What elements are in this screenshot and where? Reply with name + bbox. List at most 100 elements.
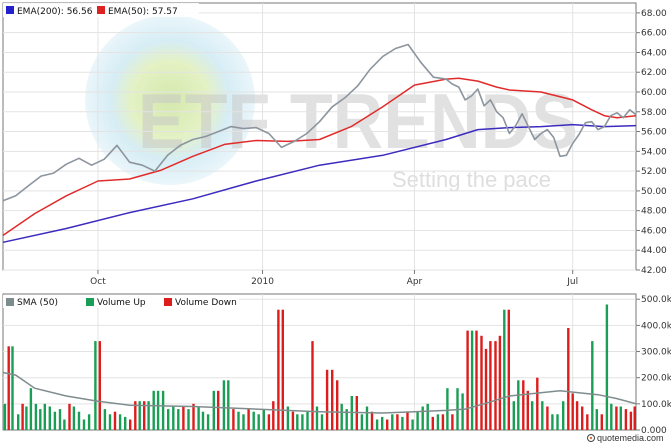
volume-bar-up xyxy=(72,406,76,430)
volume-bar-down xyxy=(281,309,284,430)
volume-y-tick-label: 400.0k xyxy=(641,321,671,331)
legend-swatch-volume-down xyxy=(164,298,172,306)
volume-bar-down xyxy=(192,403,195,430)
price-y-tick-label: 66.00 xyxy=(641,29,667,39)
volume-bar-down xyxy=(466,330,469,430)
volume-bar-down xyxy=(386,419,389,430)
volume-bar-up xyxy=(39,409,42,430)
legend-swatch-ema50 xyxy=(97,6,105,14)
volume-bar-down xyxy=(624,409,628,430)
volume-bar-down xyxy=(600,414,603,430)
volume-bar-up xyxy=(124,416,127,430)
volume-bar-down xyxy=(129,419,132,430)
volume-bar-up xyxy=(53,411,57,430)
volume-bar-up xyxy=(512,401,515,430)
volume-bar-up xyxy=(551,414,554,430)
price-x-tick-label: Jul xyxy=(566,277,578,287)
legend-label-ema200: EMA(200): 56.56 xyxy=(17,7,93,17)
volume-bar-up xyxy=(34,403,38,430)
volume-y-tick-label: 300.0k xyxy=(641,348,671,358)
volume-bar-up xyxy=(340,403,343,430)
legend-label-volume-up: Volume Up xyxy=(97,298,146,308)
price-y-tick-label: 48.00 xyxy=(641,207,667,217)
volume-bar-up xyxy=(416,411,419,430)
volume-bar-down xyxy=(291,411,295,430)
volume-bar-up xyxy=(201,411,205,430)
volume-bar-down xyxy=(277,309,280,430)
volume-bar-up xyxy=(461,393,464,430)
legend-label-sma50: SMA (50) xyxy=(17,298,58,308)
volume-bar-up xyxy=(138,401,141,430)
volume-bar-down xyxy=(522,380,525,430)
volume-bar-down xyxy=(247,409,250,430)
volume-bar-down xyxy=(336,380,339,430)
volume-bar-down xyxy=(331,369,334,430)
volume-bar-down xyxy=(475,330,478,430)
legend-swatch-ema200 xyxy=(6,6,14,14)
price-y-tick-label: 68.00 xyxy=(641,9,667,19)
volume-bar-up xyxy=(161,390,165,430)
price-x-tick-label: Oct xyxy=(90,277,106,287)
volume-bar-up xyxy=(63,419,66,430)
quotemedia-logo-dot xyxy=(589,436,593,440)
volume-bar-up xyxy=(3,403,7,430)
volume-bar-up xyxy=(320,414,324,430)
volume-bar-down xyxy=(581,406,584,430)
price-y-tick-label: 60.00 xyxy=(641,88,667,98)
volume-bar-down xyxy=(507,309,510,430)
volume-bar-up xyxy=(94,341,97,430)
volume-bar-up xyxy=(118,414,122,430)
volume-bar-down xyxy=(571,393,574,430)
volume-bar-up xyxy=(206,414,210,430)
volume-bar-up xyxy=(619,406,622,430)
volume-bar-down xyxy=(232,409,235,430)
volume-bar-down xyxy=(586,414,589,430)
series-line-ema-50 xyxy=(2,77,637,237)
volume-y-tick-label: 100.0k xyxy=(641,400,671,410)
volume-bar-up xyxy=(306,411,309,430)
volume-bar-up xyxy=(167,409,170,430)
legend-label-volume-down: Volume Down xyxy=(175,298,237,308)
price-y-tick-label: 54.00 xyxy=(641,147,667,157)
volume-bar-up xyxy=(11,346,14,430)
volume-bar-up xyxy=(222,380,226,430)
volume-bar-up xyxy=(108,414,112,430)
volume-bar-down xyxy=(629,411,633,430)
volume-y-tick-label: 500.0k xyxy=(641,295,671,305)
quotemedia-credit: quotemedia.com xyxy=(587,433,664,443)
volume-bar-down xyxy=(484,348,488,430)
volume-bar-up xyxy=(58,409,62,430)
legend-label-ema50: EMA(50): 57.57 xyxy=(108,7,178,17)
volume-bar-down xyxy=(68,403,71,430)
volume-bar-up xyxy=(197,406,200,430)
volume-plot-area xyxy=(2,293,637,431)
volume-bar-down xyxy=(370,411,374,430)
volume-bar-up xyxy=(103,409,107,430)
volume-bar-down xyxy=(311,341,314,430)
price-panel: ETF TRENDS Setting the pace Oct 2010 Apr Ju… xyxy=(2,2,667,287)
volume-bar-down xyxy=(134,401,137,430)
volume-bar-up xyxy=(411,419,414,430)
volume-bar-up xyxy=(262,409,265,430)
volume-bar-up xyxy=(595,409,598,430)
volume-bar-down xyxy=(633,406,636,430)
volume-bar-up xyxy=(17,414,20,430)
volume-bar-up xyxy=(242,414,245,430)
price-y-tick-label: 46.00 xyxy=(641,226,667,236)
volume-bar-up xyxy=(381,416,384,430)
volume-bar-down xyxy=(489,341,492,430)
volume-bar-up xyxy=(286,406,290,430)
volume-bar-down xyxy=(21,403,24,430)
volume-bar-up xyxy=(187,409,190,430)
volume-bar-down xyxy=(7,346,10,430)
volume-legend-background xyxy=(3,295,239,308)
volume-y-tick-label: 200.0k xyxy=(641,374,671,384)
series-line-ema-200 xyxy=(2,123,637,244)
volume-bar-up xyxy=(446,388,449,430)
volume-bar-up xyxy=(147,401,150,430)
price-y-tick-label: 64.00 xyxy=(641,48,667,58)
volume-bar-down xyxy=(451,414,454,430)
series-line-price xyxy=(2,43,637,202)
volume-bar-down xyxy=(406,411,409,430)
